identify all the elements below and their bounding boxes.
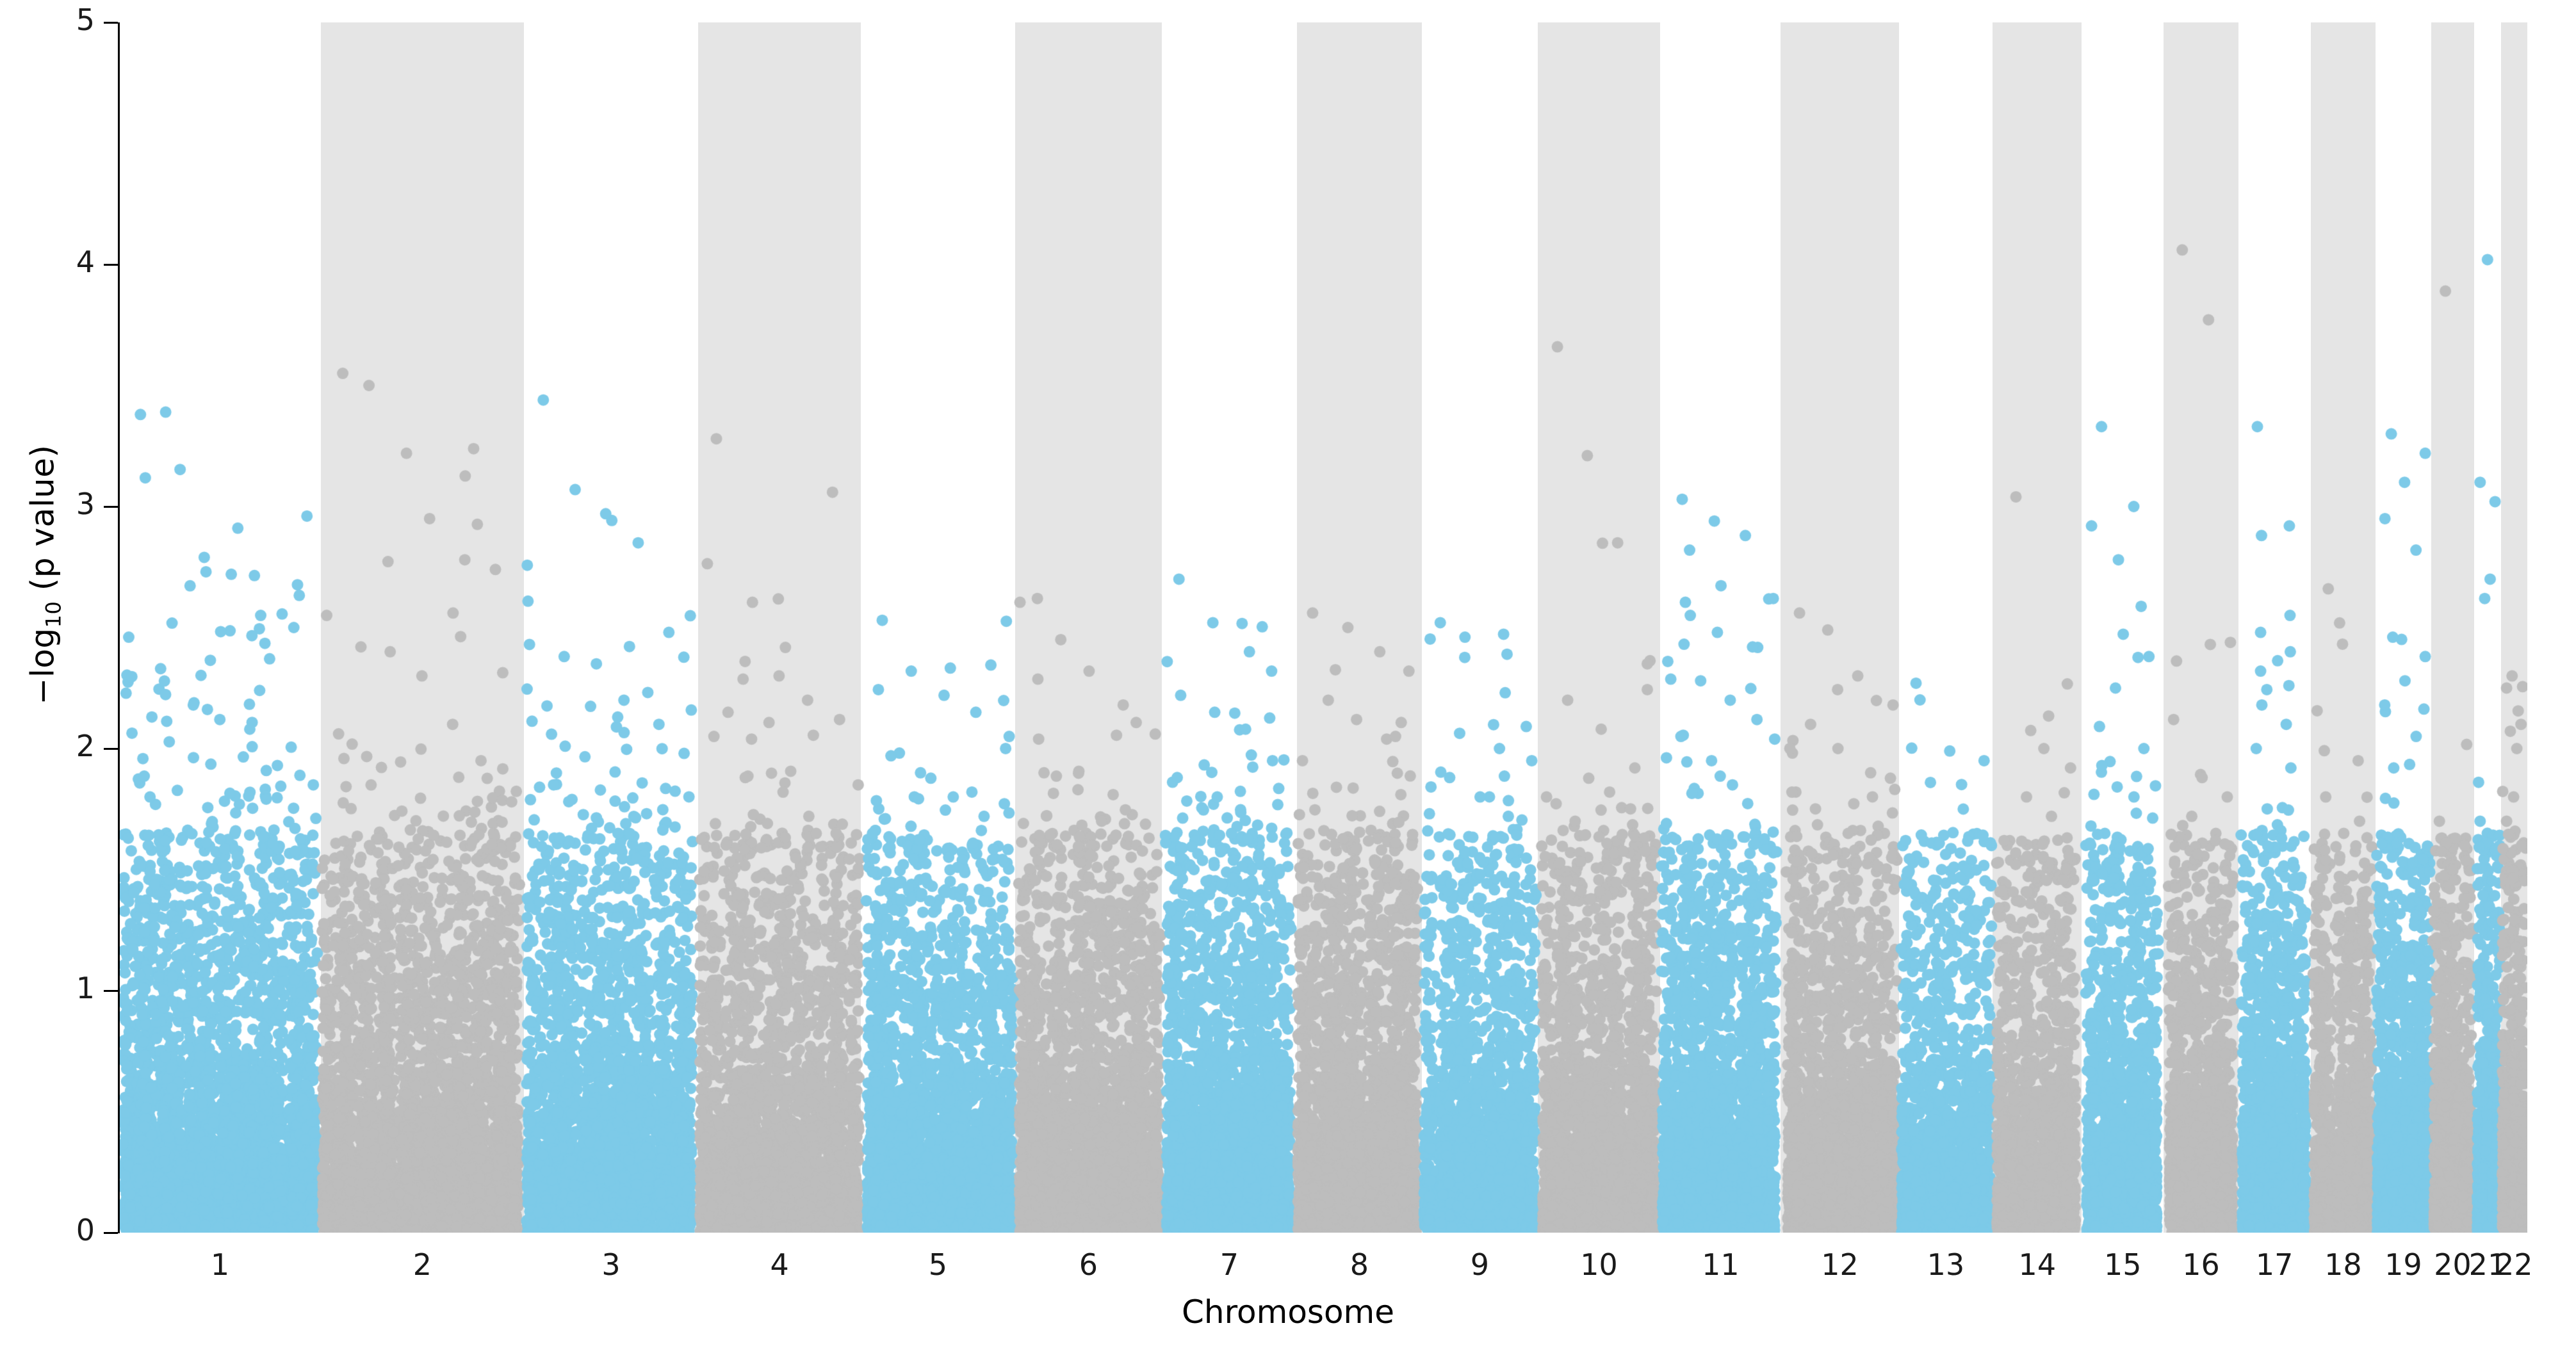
x-tick-label-12: 12 [1821, 1247, 1859, 1282]
x-tick-label-21: 21 [2468, 1247, 2507, 1282]
x-tick-label-13: 13 [1927, 1247, 1965, 1282]
x-tick-label-2: 2 [412, 1247, 432, 1282]
x-tick-label-17: 17 [2255, 1247, 2294, 1282]
x-tick-label-16: 16 [2182, 1247, 2220, 1282]
y-axis-title-prefix: −log [24, 628, 61, 705]
y-tick-4 [104, 264, 118, 266]
x-tick-label-15: 15 [2104, 1247, 2142, 1282]
x-tick-label-7: 7 [1219, 1247, 1239, 1282]
y-tick-1 [104, 990, 118, 992]
y-tick-label-5: 5 [76, 3, 95, 37]
x-tick-label-6: 6 [1079, 1247, 1098, 1282]
y-tick-3 [104, 506, 118, 508]
y-tick-0 [104, 1232, 118, 1234]
y-tick-label-4: 4 [76, 245, 95, 279]
scatter-points-layer [119, 22, 2527, 1233]
x-tick-label-8: 8 [1349, 1247, 1369, 1282]
x-tick-label-3: 3 [601, 1247, 621, 1282]
y-tick-label-3: 3 [76, 487, 95, 521]
x-tick-label-22: 22 [2495, 1247, 2533, 1282]
y-axis-title: −log10 (p value) [24, 255, 66, 895]
x-tick-label-19: 19 [2384, 1247, 2422, 1282]
x-tick-label-9: 9 [1470, 1247, 1490, 1282]
x-tick-label-20: 20 [2434, 1247, 2472, 1282]
y-axis-title-subscript: 10 [41, 601, 66, 628]
x-axis-title: Chromosome [1181, 1293, 1395, 1331]
x-tick-label-14: 14 [2018, 1247, 2057, 1282]
y-tick-label-2: 2 [76, 729, 95, 763]
x-tick-label-1: 1 [210, 1247, 230, 1282]
x-tick-label-4: 4 [770, 1247, 789, 1282]
x-tick-label-11: 11 [1702, 1247, 1740, 1282]
x-tick-label-10: 10 [1580, 1247, 1618, 1282]
plot-area [119, 22, 2527, 1233]
y-axis-line [118, 22, 120, 1233]
y-tick-5 [104, 22, 118, 24]
x-tick-label-5: 5 [928, 1247, 948, 1282]
y-axis-title-suffix: (p value) [24, 444, 61, 601]
y-tick-label-0: 0 [76, 1213, 95, 1247]
x-tick-label-18: 18 [2324, 1247, 2362, 1282]
y-tick-2 [104, 748, 118, 750]
y-tick-label-1: 1 [76, 971, 95, 1005]
